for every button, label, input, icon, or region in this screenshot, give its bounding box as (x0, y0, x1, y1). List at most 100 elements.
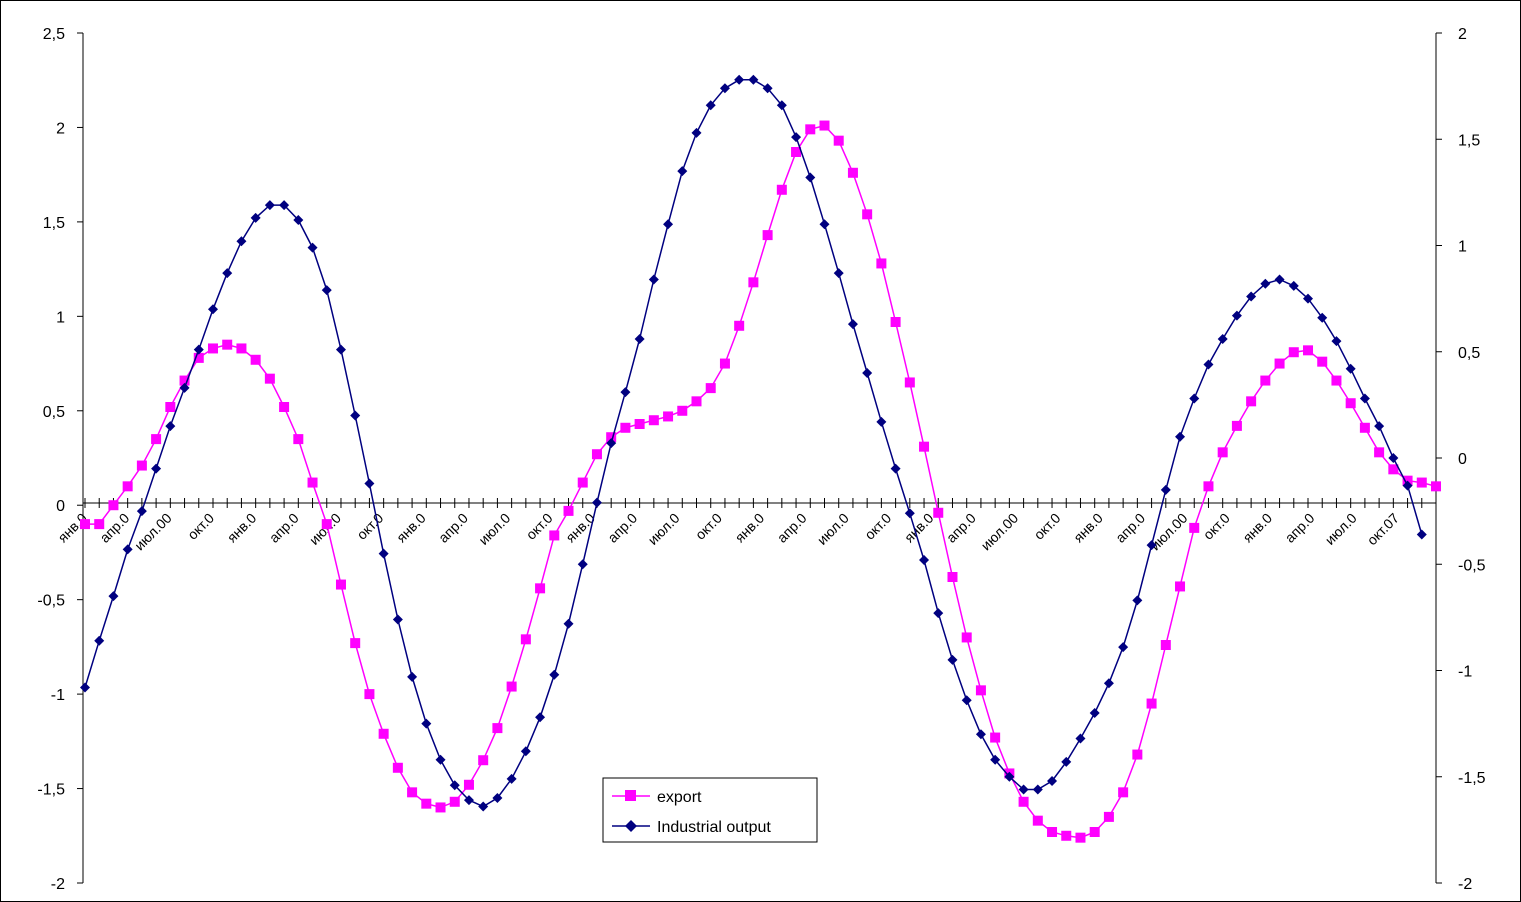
data-point-square (535, 583, 546, 594)
data-point-square (222, 339, 233, 350)
data-point-diamond (250, 212, 261, 223)
data-point-diamond (748, 74, 759, 85)
left-axis-tick-label: -1,5 (37, 782, 65, 799)
legend-industrial-output-marker (625, 820, 637, 832)
data-point-diamond (94, 635, 105, 646)
data-point-square (1388, 464, 1399, 475)
data-point-square (506, 681, 517, 692)
data-point-square (919, 441, 930, 452)
data-point-diamond (335, 344, 346, 355)
data-point-diamond (449, 780, 460, 791)
right-axis-tick-label: -1 (1458, 664, 1472, 681)
data-point-diamond (80, 682, 90, 693)
data-point-square (293, 434, 304, 445)
data-point-diamond (1359, 393, 1370, 404)
data-point-diamond (492, 793, 503, 803)
data-point-square (805, 124, 816, 135)
data-point-diamond (1118, 642, 1129, 653)
data-point-diamond (791, 132, 802, 143)
data-point-diamond (293, 215, 304, 225)
data-point-diamond (947, 654, 958, 665)
data-point-diamond (1004, 771, 1015, 782)
left-axis-tick-label: 1,5 (43, 215, 65, 232)
data-point-square (1132, 749, 1143, 760)
data-point-square (1018, 796, 1029, 807)
data-point-diamond (1175, 431, 1186, 442)
data-point-square (620, 422, 631, 433)
data-point-diamond (421, 718, 432, 729)
data-point-square (364, 689, 375, 700)
data-point-square (1288, 347, 1299, 358)
data-point-square (947, 572, 958, 582)
left-axis-tick-label: 2 (56, 120, 65, 137)
data-point-diamond (264, 200, 275, 211)
right-axis-tick-label: 1,5 (1458, 132, 1480, 149)
data-point-square (847, 167, 858, 178)
data-point-diamond (862, 368, 873, 378)
data-point-square (734, 320, 745, 331)
data-point-square (80, 519, 90, 530)
data-point-diamond (193, 344, 204, 355)
data-point-square (975, 685, 986, 696)
data-point-square (122, 481, 133, 492)
data-point-square (94, 519, 105, 530)
left-axis-tick-label: -1 (51, 687, 65, 704)
data-point-diamond (463, 795, 474, 806)
data-point-square (1317, 356, 1328, 367)
data-point-square (904, 377, 915, 388)
data-point-square (1231, 420, 1242, 431)
data-point-diamond (577, 559, 588, 570)
data-point-square (606, 432, 617, 443)
data-point-diamond (236, 236, 247, 247)
legend-export-marker (625, 790, 636, 801)
data-point-square (990, 732, 1001, 743)
data-point-diamond (1146, 540, 1157, 551)
right-axis-tick-label: 0,5 (1458, 345, 1480, 362)
data-point-square (819, 120, 830, 131)
data-point-diamond (975, 729, 986, 740)
data-point-square (1260, 375, 1271, 386)
data-point-square (520, 634, 531, 645)
data-point-diamond (677, 166, 688, 177)
data-point-square (1374, 447, 1385, 458)
data-point-square (748, 277, 759, 288)
data-point-diamond (1388, 453, 1399, 463)
data-point-square (449, 796, 460, 807)
data-point-square (933, 507, 944, 518)
data-point-diamond (1061, 756, 1072, 767)
data-point-square (591, 449, 602, 460)
data-point-diamond (1416, 529, 1427, 540)
data-point-square (961, 632, 972, 643)
data-point-square (350, 638, 361, 649)
data-point-diamond (506, 773, 517, 784)
data-point-diamond (1132, 595, 1143, 606)
right-axis-tick-label: 1 (1458, 239, 1467, 256)
data-point-square (321, 519, 332, 530)
data-point-square (634, 419, 645, 429)
left-axis-tick-label: -0,5 (37, 593, 65, 610)
data-point-diamond (876, 416, 887, 427)
data-point-square (250, 354, 261, 365)
data-point-diamond (1374, 421, 1385, 432)
left-axis-tick-label: -2 (51, 876, 65, 893)
data-point-diamond (805, 172, 816, 183)
data-point-diamond (222, 268, 233, 279)
data-point-square (677, 405, 688, 416)
data-point-diamond (606, 438, 617, 449)
data-point-square (719, 358, 730, 369)
data-point-diamond (1103, 678, 1114, 689)
data-point-square (1061, 830, 1072, 841)
data-point-square (307, 477, 318, 488)
data-point-diamond (350, 410, 361, 421)
data-point-diamond (407, 671, 418, 682)
data-point-diamond (279, 200, 290, 211)
data-point-square (136, 460, 147, 471)
data-point-diamond (1274, 274, 1285, 285)
data-point-diamond (634, 334, 645, 344)
data-point-square (1146, 698, 1157, 709)
data-point-square (279, 402, 290, 412)
data-point-square (862, 209, 873, 220)
data-point-square (407, 787, 418, 798)
series-layer (80, 74, 1441, 843)
data-point-diamond (762, 83, 773, 94)
